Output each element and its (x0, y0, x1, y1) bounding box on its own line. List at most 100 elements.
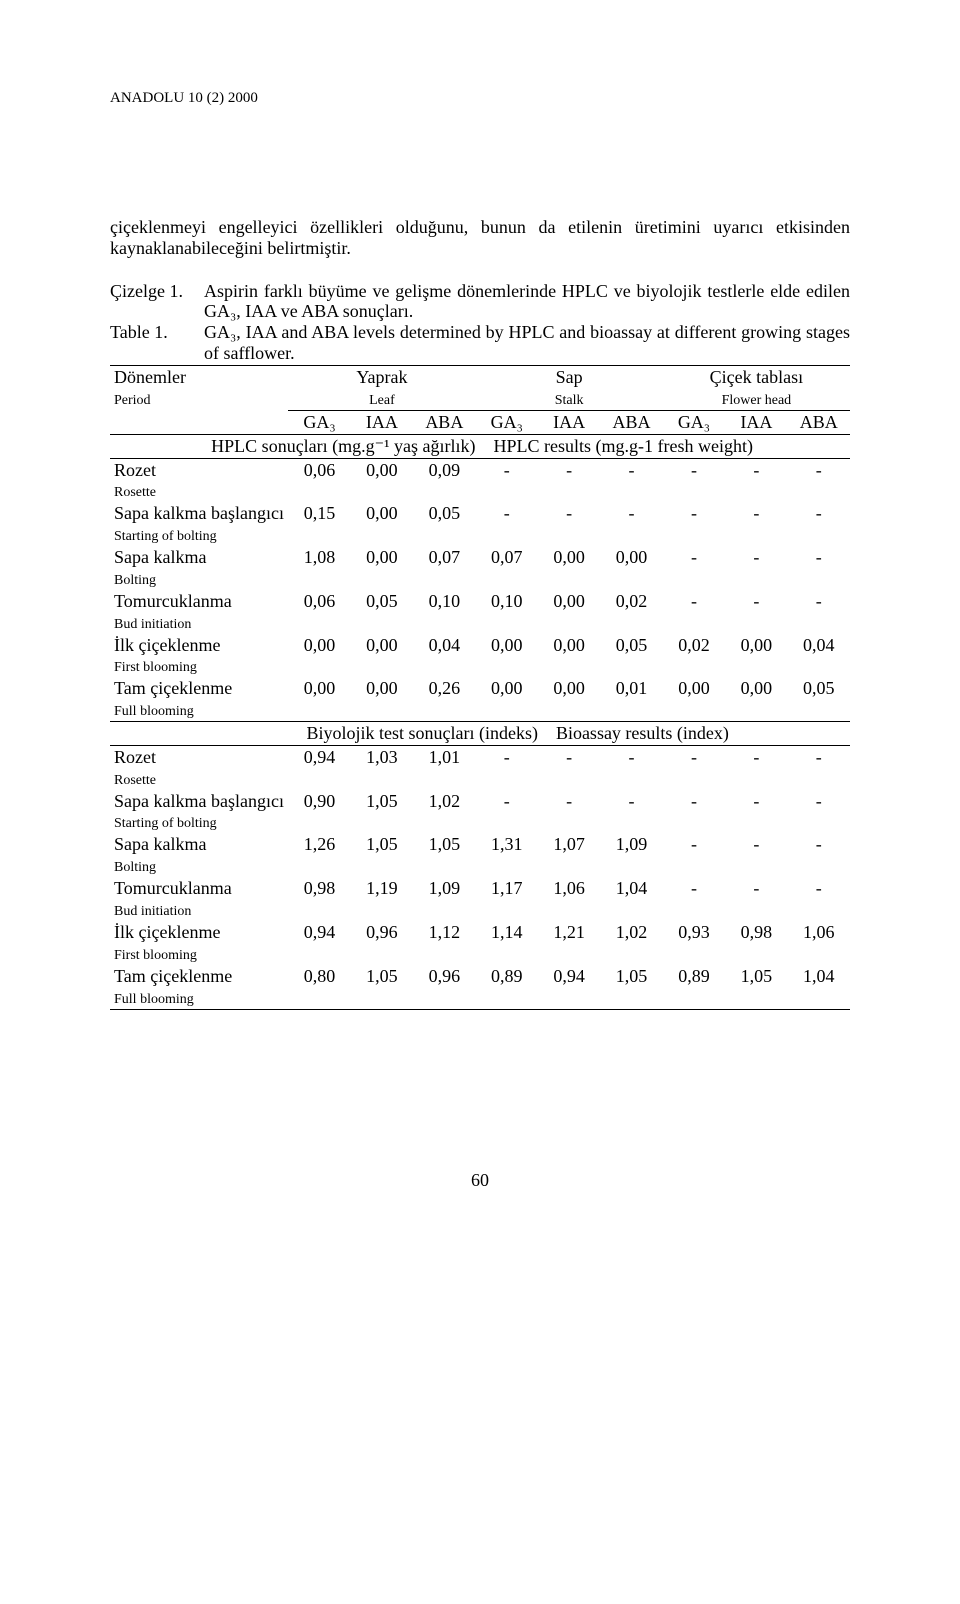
cell-value: - (600, 458, 662, 502)
group-leaf-en: Leaf (369, 393, 395, 408)
cell-value: - (600, 745, 662, 789)
cell-value: 0,00 (538, 590, 600, 634)
cell-value: 0,96 (413, 965, 475, 1009)
row-label-tr: Sapa kalkma başlangıcı (114, 791, 284, 811)
cell-value: - (788, 833, 850, 877)
cell-value: 0,94 (288, 745, 350, 789)
caption-text-en: GA₃, IAA and ABA levels determined by HP… (204, 322, 850, 363)
cell-value: 0,90 (288, 790, 350, 834)
cell-value: 0,10 (476, 590, 538, 634)
row-label-tr: Tam çiçeklenme (114, 678, 232, 698)
cell-value: - (725, 877, 787, 921)
row-label-en: First blooming (114, 948, 197, 963)
caption-label-en: Table 1. (110, 322, 204, 363)
cell-value: 0,00 (288, 677, 350, 721)
group-leaf-tr: Yaprak (356, 367, 407, 387)
cell-value: 0,89 (476, 965, 538, 1009)
row-label: İlk çiçeklenmeFirst blooming (110, 634, 288, 678)
caption-text-tr: Aspirin farklı büyüme ve gelişme dönemle… (204, 281, 850, 322)
row-label-tr: Tomurcuklanma (114, 591, 232, 611)
cell-value: - (788, 590, 850, 634)
cell-value: 1,05 (351, 790, 413, 834)
section1-left: HPLC sonuçları (mg.g⁻¹ yaş ağırlık) (211, 436, 475, 456)
table-row: İlk çiçeklenmeFirst blooming0,940,961,12… (110, 921, 850, 965)
table-row: Sapa kalkma başlangıcıStarting of boltin… (110, 502, 850, 546)
cell-value: 1,31 (476, 833, 538, 877)
cell-value: 1,05 (351, 965, 413, 1009)
cell-value: - (538, 502, 600, 546)
cell-value: 1,14 (476, 921, 538, 965)
cell-value: 0,10 (413, 590, 475, 634)
cell-value: - (538, 790, 600, 834)
cell-value: 0,07 (476, 546, 538, 590)
section-hplc: HPLC sonuçları (mg.g⁻¹ yaş ağırlık) HPLC… (110, 434, 850, 458)
section2-right: Bioassay results (index) (556, 723, 729, 743)
cell-value: 0,98 (288, 877, 350, 921)
cell-value: - (725, 458, 787, 502)
cell-value: 0,15 (288, 502, 350, 546)
col-ga3: GA₃ (663, 411, 725, 435)
row-label-en: First blooming (114, 660, 197, 675)
cell-value: 0,06 (288, 590, 350, 634)
col-ga3: GA₃ (288, 411, 350, 435)
cell-value: 1,02 (600, 921, 662, 965)
cell-value: 0,02 (600, 590, 662, 634)
row-label: Sapa kalkmaBolting (110, 833, 288, 877)
cell-value: 0,94 (288, 921, 350, 965)
cell-value: - (663, 502, 725, 546)
row-label: Sapa kalkma başlangıcıStarting of boltin… (110, 790, 288, 834)
cell-value: 0,89 (663, 965, 725, 1009)
cell-value: - (538, 458, 600, 502)
cell-value: 1,04 (600, 877, 662, 921)
table-bottom-rule (110, 1009, 850, 1010)
cell-value: 0,00 (351, 502, 413, 546)
cell-value: - (663, 833, 725, 877)
cell-value: - (788, 458, 850, 502)
cell-value: 1,05 (413, 833, 475, 877)
cell-value: 0,96 (351, 921, 413, 965)
cell-value: 1,01 (413, 745, 475, 789)
cell-value: 1,02 (413, 790, 475, 834)
cell-value: - (476, 458, 538, 502)
cell-value: - (538, 745, 600, 789)
row-label-tr: Rozet (114, 747, 156, 767)
cell-value: 0,26 (413, 677, 475, 721)
table-caption-tr: Çizelge 1. Aspirin farklı büyüme ve geli… (110, 281, 850, 364)
row-label: RozetRosette (110, 745, 288, 789)
col-aba: ABA (413, 411, 475, 435)
row-label-en: Rosette (114, 485, 156, 500)
section2-left: Biyolojik test sonuçları (indeks) (306, 723, 537, 743)
cell-value: 1,21 (538, 921, 600, 965)
cell-value: - (788, 502, 850, 546)
cell-value: 0,00 (538, 634, 600, 678)
cell-value: 0,02 (663, 634, 725, 678)
cell-value: 0,04 (413, 634, 475, 678)
table-row: İlk çiçeklenmeFirst blooming0,000,000,04… (110, 634, 850, 678)
cell-value: - (725, 590, 787, 634)
section-bioassay: Biyolojik test sonuçları (indeks) Bioass… (110, 722, 850, 746)
cell-value: 0,05 (413, 502, 475, 546)
table-row: TomurcuklanmaBud initiation0,981,191,091… (110, 877, 850, 921)
page-number: 60 (110, 1170, 850, 1191)
cell-value: 1,04 (788, 965, 850, 1009)
running-head: ANADOLU 10 (2) 2000 (110, 90, 850, 107)
cell-value: - (663, 546, 725, 590)
results-table: Dönemler Period Yaprak Leaf Sap Stalk Çi… (110, 365, 850, 1009)
cell-value: - (663, 790, 725, 834)
group-flower-en: Flower head (722, 393, 792, 408)
col-iaa: IAA (725, 411, 787, 435)
table-row: Sapa kalkmaBolting1,080,000,070,070,000,… (110, 546, 850, 590)
col-iaa: IAA (538, 411, 600, 435)
cell-value: 1,17 (476, 877, 538, 921)
table-row: Tam çiçeklenmeFull blooming0,000,000,260… (110, 677, 850, 721)
table-row: Tam çiçeklenmeFull blooming0,801,050,960… (110, 965, 850, 1009)
col-aba: ABA (788, 411, 850, 435)
cell-value: 0,00 (663, 677, 725, 721)
cell-value: - (663, 877, 725, 921)
cell-value: 0,07 (413, 546, 475, 590)
cell-value: - (476, 502, 538, 546)
cell-value: - (663, 590, 725, 634)
row-label-en: Full blooming (114, 992, 194, 1007)
cell-value: - (600, 502, 662, 546)
row-label-tr: Rozet (114, 460, 156, 480)
